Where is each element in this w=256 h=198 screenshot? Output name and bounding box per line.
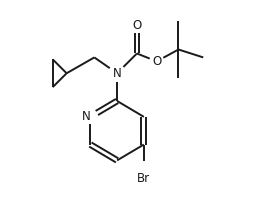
Text: Br: Br: [137, 172, 151, 185]
Text: N: N: [82, 110, 90, 123]
Text: N: N: [113, 67, 122, 80]
Text: O: O: [132, 19, 142, 32]
Text: O: O: [152, 55, 161, 68]
